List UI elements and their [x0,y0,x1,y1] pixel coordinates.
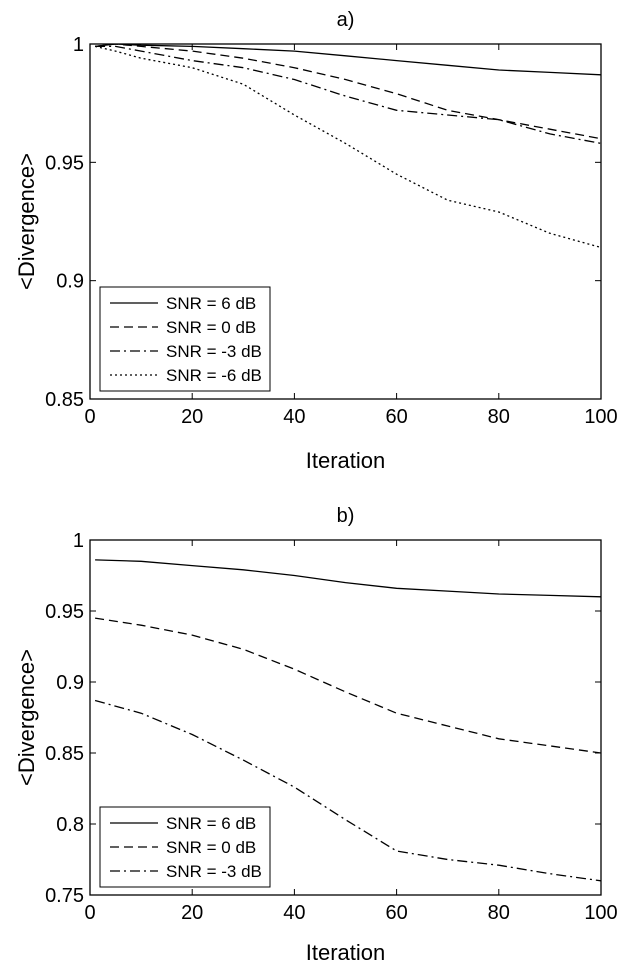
y-tick-label: 0.75 [45,885,84,907]
y-tick-label: 0.85 [45,743,84,765]
x-tick-label: 0 [84,406,95,428]
plot-frame [89,539,602,896]
x-tick-label: 100 [584,406,617,428]
plot-frame [89,43,602,400]
x-tick-label: 0 [84,902,95,924]
y-tick-label: 0.95 [45,152,84,174]
x-tick-label: 20 [181,406,203,428]
legend: SNR = 6 dB SNR = 0 dB SNR = -3 dB SNR = -6 … [99,286,271,392]
legend-box [99,286,271,392]
x-tick-label: 60 [385,406,407,428]
legend-entry-2: SNR = -3 dB [166,342,262,361]
chart-panel-1: b) 0 20 40 60 80 100 0.75 0.8 0.85 0.9 0.95 1 Iterati… [14,505,618,965]
legend-entry-0: SNR = 6 dB [166,294,256,313]
x-tick-label: 40 [283,902,305,924]
x-tick-label: 80 [488,902,510,924]
y-axis-label: <Divergence> [14,153,39,290]
chart-title: a) [337,9,355,31]
legend-entry-1: SNR = 0 dB [166,318,256,337]
x-axis-label: Iteration [306,448,386,473]
series-line-0 [95,559,601,598]
series-line-2 [94,699,601,882]
y-tick-label: 0.9 [56,672,84,694]
y-tick-label: 1 [73,530,84,552]
series-line-3 [94,45,601,249]
y-axis-label: <Divergence> [14,649,39,786]
chart-panel-0: a) 0 20 40 60 80 100 0.85 0.9 0.95 1 Iteration <Dive… [14,9,618,473]
x-tick-label: 80 [488,406,510,428]
legend-entry-0: SNR = 6 dB [166,814,256,833]
legend-entry-2: SNR = -3 dB [166,862,262,881]
x-tick-label: 100 [584,902,617,924]
series-line-1 [95,44,601,140]
y-tick-label: 1 [73,34,84,56]
x-axis-label: Iteration [306,940,386,965]
legend-entry-3: SNR = -6 dB [166,366,262,385]
y-tick-label: 0.85 [45,389,84,411]
x-tick-label: 60 [385,902,407,924]
series-line-1 [95,617,601,754]
series-line-0 [95,44,601,76]
y-tick-label: 0.95 [45,601,84,623]
y-tick-label: 0.9 [56,271,84,293]
series-line-2 [95,45,601,145]
y-tick-label: 0.8 [56,814,84,836]
legend: SNR = 6 dB SNR = 0 dB SNR = -3 dB [99,806,271,888]
x-tick-label: 20 [181,902,203,924]
legend-entry-1: SNR = 0 dB [166,838,256,857]
chart-title: b) [337,505,355,527]
x-tick-label: 40 [283,406,305,428]
